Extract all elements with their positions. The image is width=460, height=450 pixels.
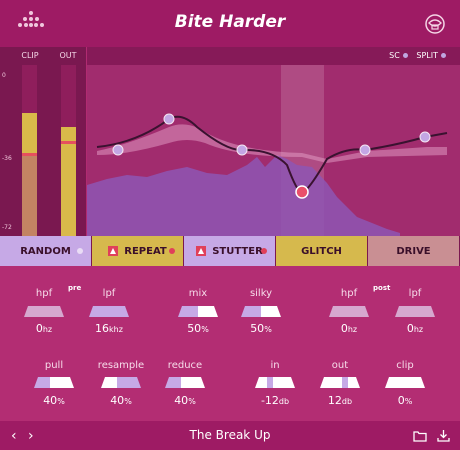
silky-value: 50% bbox=[250, 322, 272, 335]
eq-display[interactable]: SC SPLIT bbox=[87, 47, 460, 236]
out-meter-fill bbox=[61, 126, 76, 236]
warning-icon bbox=[108, 246, 119, 256]
meter-scale-72: -72 bbox=[2, 224, 12, 231]
out-value: 12db bbox=[327, 394, 353, 407]
pre-hpf-slider[interactable] bbox=[24, 306, 64, 317]
preset-name[interactable]: The Break Up bbox=[189, 428, 271, 442]
eq-node-2[interactable] bbox=[163, 113, 175, 125]
eq-node-5[interactable] bbox=[359, 144, 371, 156]
out-meter-label: OUT bbox=[59, 51, 77, 60]
preset-menu-icon[interactable] bbox=[424, 13, 446, 35]
footer-bar: ‹ › The Break Up bbox=[0, 421, 460, 450]
stutter-label: STUTTER bbox=[212, 245, 263, 257]
silky-slider[interactable] bbox=[241, 306, 281, 317]
pull-label: pull bbox=[44, 360, 64, 371]
clip-meter-peak bbox=[22, 153, 37, 156]
eq-topbar: SC SPLIT bbox=[87, 47, 460, 65]
post-lpf-slider[interactable] bbox=[395, 306, 435, 317]
meter-scale-0: 0 bbox=[2, 72, 6, 79]
fx-button-row: RANDOM REPEAT STUTTER GLITCH DRIVE bbox=[0, 236, 460, 266]
eq-graph[interactable] bbox=[87, 47, 460, 236]
reduce-label: reduce bbox=[167, 360, 203, 371]
drive-label: DRIVE bbox=[396, 245, 431, 257]
chevron-right-icon[interactable]: › bbox=[28, 428, 34, 444]
mix-value: 50% bbox=[187, 322, 209, 335]
pre-lpf-slider[interactable] bbox=[89, 306, 129, 317]
controls-panel: pre post hpf 0hz lpf 16khz mix 50% silky… bbox=[0, 266, 460, 421]
pre-lpf-value: 16khz bbox=[95, 322, 123, 335]
random-led bbox=[77, 248, 83, 254]
plugin-title: Bite Harder bbox=[174, 12, 286, 32]
out-meter bbox=[61, 65, 76, 236]
out-label: out bbox=[331, 360, 349, 371]
eq-node-6[interactable] bbox=[419, 131, 431, 143]
folder-icon[interactable] bbox=[413, 430, 427, 442]
reduce-slider[interactable] bbox=[165, 377, 205, 388]
stutter-led bbox=[261, 248, 267, 254]
post-lpf-label: lpf bbox=[408, 288, 422, 299]
download-icon[interactable] bbox=[437, 429, 450, 442]
out-meter-peak bbox=[61, 141, 76, 144]
clip-meter-shade bbox=[22, 153, 37, 236]
clip-slider[interactable] bbox=[385, 377, 425, 388]
sc-toggle[interactable] bbox=[402, 53, 408, 58]
repeat-label: REPEAT bbox=[124, 245, 167, 257]
resample-value: 40% bbox=[110, 394, 132, 407]
eq-node-1[interactable] bbox=[112, 144, 124, 156]
clip-meter-label: CLIP bbox=[21, 51, 39, 60]
repeat-button[interactable]: REPEAT bbox=[92, 236, 184, 266]
mix-label: mix bbox=[188, 288, 208, 299]
meter-panel: CLIP OUT 0 -36 -72 bbox=[0, 47, 86, 236]
clip-value: 0% bbox=[397, 394, 413, 407]
header-bar: Bite Harder bbox=[0, 0, 460, 47]
post-hpf-slider[interactable] bbox=[329, 306, 369, 317]
out-slider[interactable] bbox=[320, 377, 360, 388]
eq-node-3[interactable] bbox=[236, 144, 248, 156]
sc-label: SC bbox=[389, 51, 400, 60]
in-slider[interactable] bbox=[255, 377, 295, 388]
in-value: -12db bbox=[260, 394, 290, 407]
random-label: RANDOM bbox=[20, 245, 71, 257]
reduce-value: 40% bbox=[174, 394, 196, 407]
split-toggle[interactable] bbox=[441, 53, 446, 58]
random-button[interactable]: RANDOM bbox=[0, 236, 92, 266]
spectrum-analyzer bbox=[87, 155, 400, 236]
clip-meter bbox=[22, 65, 37, 236]
glitch-label: GLITCH bbox=[301, 245, 342, 257]
pull-slider[interactable] bbox=[34, 377, 74, 388]
eq-curve bbox=[96, 115, 448, 195]
mix-slider[interactable] bbox=[178, 306, 218, 317]
split-label: SPLIT bbox=[416, 51, 438, 60]
silky-label: silky bbox=[249, 288, 273, 299]
clip-label: clip bbox=[396, 360, 414, 371]
post-hpf-value: 0hz bbox=[340, 322, 358, 335]
repeat-led bbox=[169, 248, 175, 254]
in-label: in bbox=[270, 360, 280, 371]
glitch-button[interactable]: GLITCH bbox=[276, 236, 368, 266]
pre-hpf-label: hpf bbox=[35, 288, 53, 299]
pre-hpf-value: 0hz bbox=[35, 322, 53, 335]
post-lpf-value: 0hz bbox=[406, 322, 424, 335]
band-shape-fill bbox=[97, 124, 447, 163]
chevron-left-icon[interactable]: ‹ bbox=[11, 428, 17, 444]
eq-node-selected[interactable] bbox=[295, 185, 309, 199]
dots-logo-icon bbox=[18, 11, 44, 31]
drive-button[interactable]: DRIVE bbox=[368, 236, 460, 266]
post-tag: post bbox=[373, 284, 391, 292]
pre-lpf-label: lpf bbox=[102, 288, 116, 299]
pull-value: 40% bbox=[43, 394, 65, 407]
stutter-button[interactable]: STUTTER bbox=[184, 236, 276, 266]
post-hpf-label: hpf bbox=[340, 288, 358, 299]
warning-icon bbox=[196, 246, 207, 256]
resample-label: resample bbox=[97, 360, 145, 371]
meter-scale-36: -36 bbox=[2, 155, 12, 162]
resample-slider[interactable] bbox=[101, 377, 141, 388]
pre-tag: pre bbox=[68, 284, 82, 292]
